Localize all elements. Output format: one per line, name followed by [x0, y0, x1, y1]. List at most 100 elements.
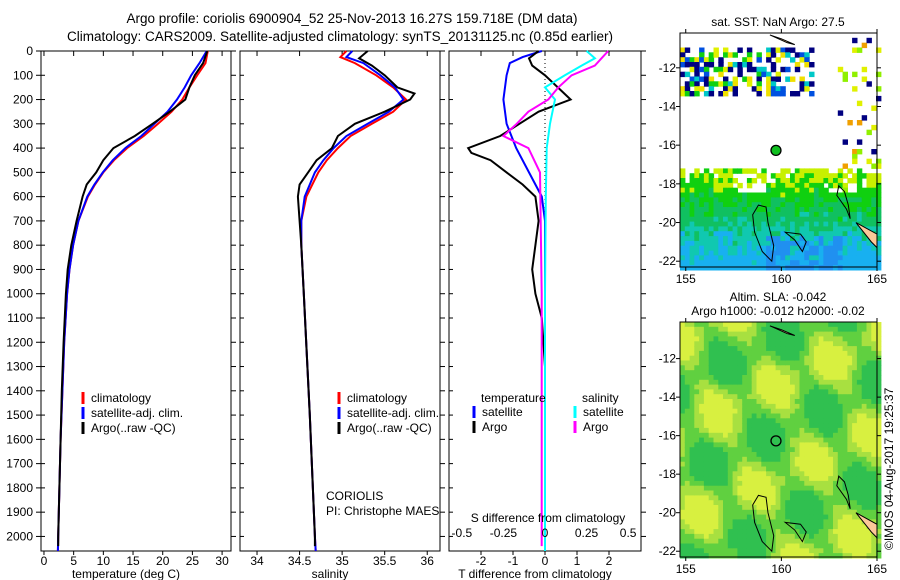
map-cell — [694, 57, 700, 63]
map-cell — [799, 471, 805, 477]
map-cell — [856, 139, 863, 145]
map-cell — [790, 432, 796, 439]
map-cell — [837, 211, 844, 218]
map-cell — [761, 202, 767, 208]
map-cell — [861, 408, 868, 415]
map-cell — [775, 365, 781, 371]
map-cell — [703, 370, 710, 376]
map-cell — [718, 322, 724, 328]
map-cell — [794, 490, 801, 496]
map-cell — [703, 168, 710, 174]
map-cell — [737, 418, 743, 424]
map-cell — [742, 456, 748, 463]
map-cell — [723, 533, 729, 540]
map-cell — [751, 355, 758, 362]
map-cell — [823, 432, 829, 439]
map-cell — [727, 447, 734, 453]
map-cell — [876, 71, 882, 78]
map-cell — [746, 466, 753, 472]
map-cell — [770, 394, 777, 400]
map-cell — [856, 437, 863, 443]
map-cell — [842, 207, 848, 213]
map-cell — [813, 197, 820, 203]
map-cell — [804, 427, 810, 434]
map-cell — [828, 437, 834, 443]
map-cell — [823, 336, 829, 342]
map-cell — [694, 442, 700, 448]
map-cell — [828, 360, 834, 366]
map-cell — [852, 447, 858, 453]
map-cell — [694, 389, 700, 395]
map-cell — [818, 355, 825, 362]
map-cell — [871, 485, 877, 492]
y-tick-label: 600 — [13, 190, 33, 204]
map-cell — [713, 490, 719, 496]
map-cell — [761, 533, 767, 540]
map-cell — [727, 423, 734, 429]
map-cell — [866, 553, 872, 559]
map-cell — [852, 207, 858, 213]
map-cell — [770, 452, 777, 458]
map-cell — [828, 375, 834, 381]
map-cell — [847, 375, 853, 381]
map-cell — [723, 524, 729, 530]
map-cell — [871, 365, 877, 371]
map-cell — [737, 240, 743, 247]
map-cell — [746, 529, 753, 535]
map-cell — [694, 447, 700, 453]
map-cell — [775, 519, 781, 525]
map-cell — [852, 178, 858, 184]
map-cell — [684, 408, 691, 415]
map-cell — [833, 379, 839, 386]
map-cell — [770, 524, 777, 530]
map-cell — [718, 466, 724, 472]
map-cell — [713, 418, 719, 424]
map-cell — [861, 331, 868, 337]
map-cell — [804, 231, 810, 237]
map-cell — [737, 427, 743, 434]
map-cell — [856, 202, 863, 208]
map-cell — [770, 423, 777, 429]
map-cell — [833, 437, 839, 443]
map-cell — [785, 471, 791, 477]
map-cell — [756, 265, 762, 271]
map-cell — [703, 221, 710, 227]
map-cell — [713, 236, 719, 242]
map-cell — [876, 187, 882, 194]
map-cell — [684, 442, 691, 448]
map-cell — [723, 485, 729, 492]
map-cell — [799, 394, 805, 400]
map-cell — [856, 519, 863, 525]
map-cell — [847, 207, 853, 213]
map-cell — [708, 76, 715, 82]
map-cell — [794, 211, 801, 218]
map-cell — [852, 485, 858, 492]
map-cell — [866, 341, 872, 347]
map-cell — [732, 423, 738, 429]
map-cell — [732, 331, 738, 337]
map-cell — [837, 216, 844, 223]
map-cell — [756, 91, 762, 97]
map-cell — [699, 529, 705, 535]
map-cell — [766, 341, 772, 347]
map-cell — [756, 231, 762, 237]
map-cell — [680, 226, 686, 232]
map-cell — [837, 471, 844, 477]
map-cell — [818, 543, 825, 549]
map-cell — [866, 326, 872, 333]
map-cell — [766, 226, 772, 232]
map-cell — [818, 221, 825, 227]
map-cell — [718, 265, 724, 271]
map-cell — [727, 178, 734, 184]
map-cell — [703, 379, 710, 386]
map-cell — [770, 447, 777, 453]
map-cell — [823, 495, 829, 501]
map-cell — [766, 505, 772, 511]
map-cell — [823, 250, 829, 256]
map-cell — [804, 221, 810, 227]
map-cell — [780, 427, 786, 434]
map-cell — [794, 461, 801, 468]
map-cell — [818, 360, 825, 366]
map-cell — [837, 432, 844, 439]
map-cell — [708, 331, 715, 337]
